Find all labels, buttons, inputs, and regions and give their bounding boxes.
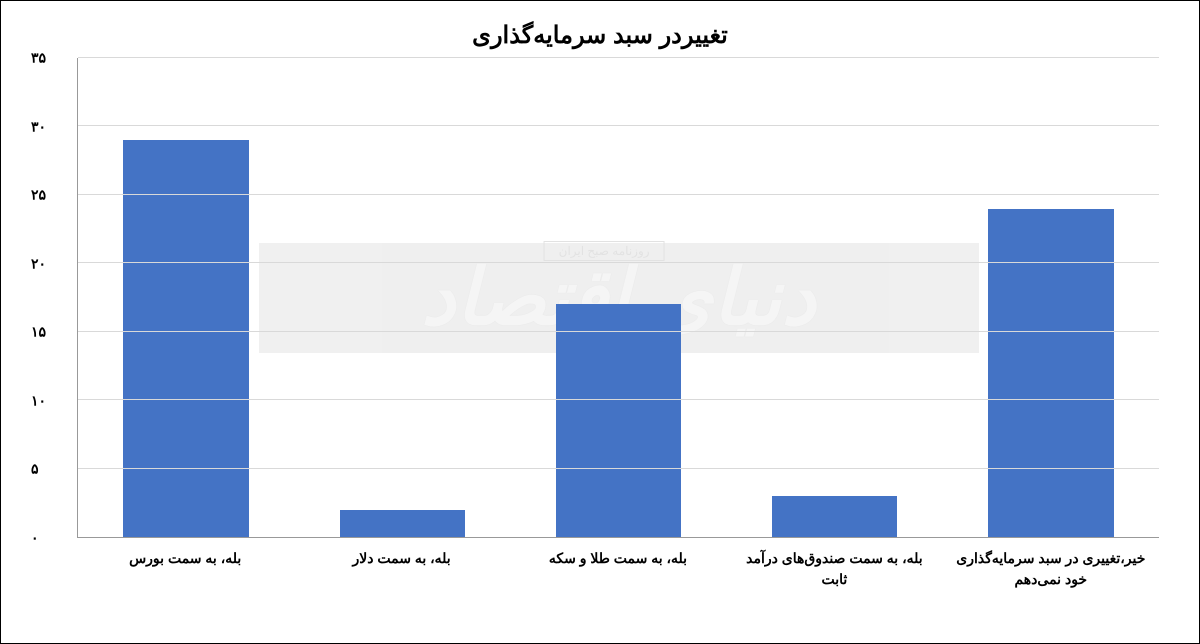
bar-slot [943, 58, 1159, 537]
gridline [78, 194, 1159, 195]
x-axis-label: بله، به سمت طلا و سکه [510, 542, 726, 598]
y-axis: ۰۵۱۰۱۵۲۰۲۵۳۰۳۵ [31, 58, 71, 538]
gridline [78, 57, 1159, 58]
bar [123, 140, 248, 537]
gridline [78, 125, 1159, 126]
y-tick-label: ۳۵ [31, 50, 67, 67]
gridline [78, 399, 1159, 400]
bar-slot [727, 58, 943, 537]
bar-slot [78, 58, 294, 537]
y-tick-label: ۱۰ [31, 392, 67, 409]
x-axis-label: خیر،تغییری در سبد سرمایه‌گذاری خود نمی‌د… [943, 542, 1159, 598]
y-tick-label: ۵ [31, 461, 67, 478]
y-tick-label: ۳۰ [31, 118, 67, 135]
bar-slot [510, 58, 726, 537]
bar [556, 304, 681, 537]
plot-area: روزنامه صبح ایران دنیای اقتصاد [77, 58, 1159, 538]
y-tick-label: ۲۵ [31, 187, 67, 204]
plot-wrap: ۰۵۱۰۱۵۲۰۲۵۳۰۳۵ روزنامه صبح ایران دنیای ا… [31, 58, 1169, 598]
chart-title: تغییردر سبد سرمایه‌گذاری [31, 21, 1169, 50]
x-axis-label: بله، به سمت دلار [293, 542, 509, 598]
y-tick-label: ۱۵ [31, 324, 67, 341]
x-axis-label: بله، به سمت صندوق‌های درآمد ثابت [726, 542, 942, 598]
bars-group [78, 58, 1159, 537]
bar-slot [294, 58, 510, 537]
gridline [78, 468, 1159, 469]
y-tick-label: ۰ [31, 530, 67, 547]
bar [340, 510, 465, 537]
bar [772, 496, 897, 537]
chart-container: تغییردر سبد سرمایه‌گذاری ۰۵۱۰۱۵۲۰۲۵۳۰۳۵ … [0, 0, 1200, 644]
gridline [78, 262, 1159, 263]
y-tick-label: ۲۰ [31, 255, 67, 272]
x-axis-label: بله، به سمت بورس [77, 542, 293, 598]
x-axis-labels: بله، به سمت بورسبله، به سمت دلاربله، به … [77, 542, 1159, 598]
gridline [78, 331, 1159, 332]
bar [988, 209, 1113, 537]
